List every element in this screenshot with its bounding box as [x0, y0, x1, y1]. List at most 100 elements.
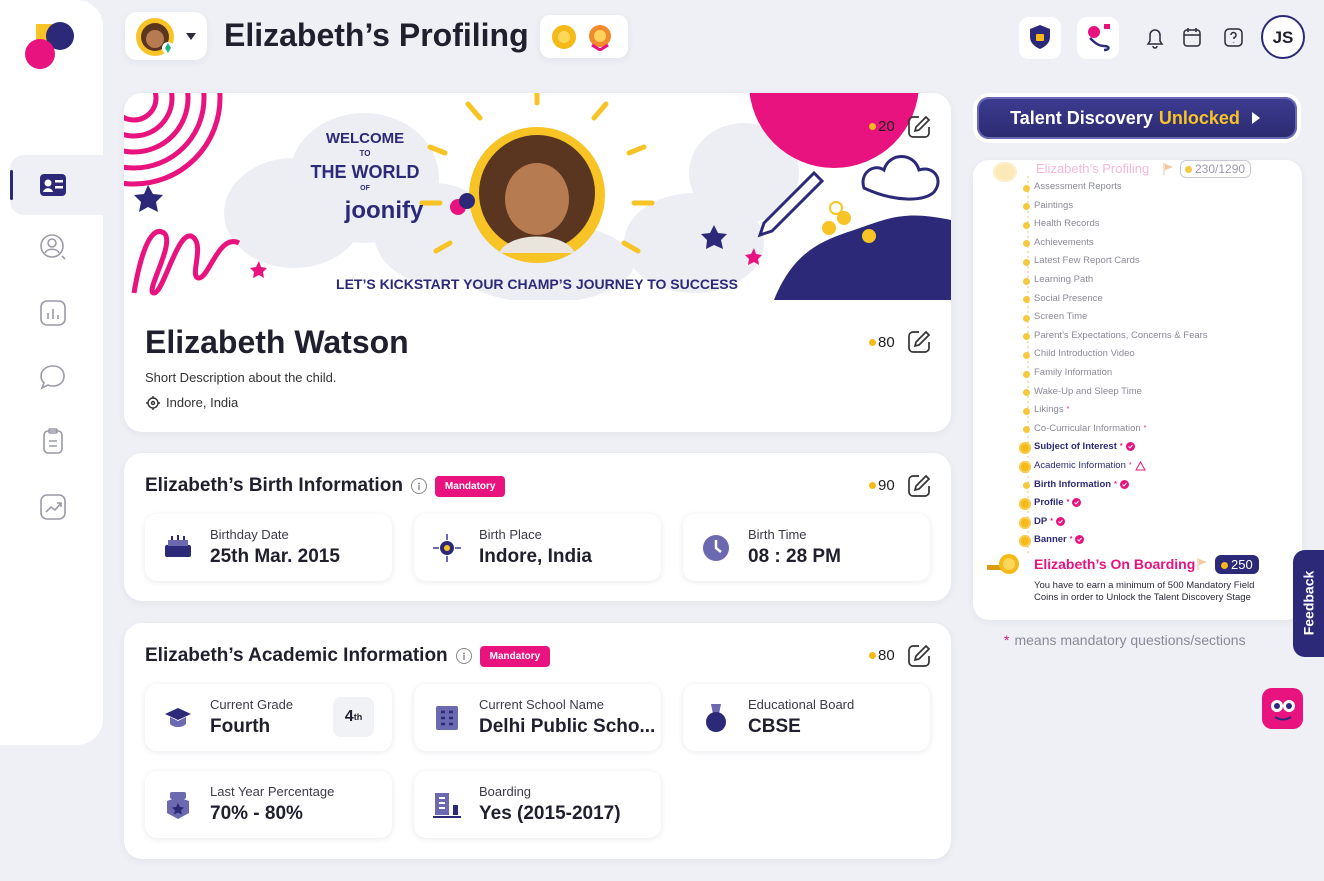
footnote-star: * — [1004, 632, 1010, 648]
nav-search[interactable] — [38, 232, 68, 262]
coin-dot — [869, 123, 876, 130]
progress-item[interactable]: Screen Time — [1034, 311, 1087, 322]
icon-shape — [40, 234, 64, 258]
journey-button[interactable] — [1077, 17, 1119, 59]
progress-item[interactable]: Learning Path — [1034, 274, 1093, 285]
calendar-button[interactable] — [1183, 28, 1201, 47]
progress-item[interactable]: Health Records — [1034, 218, 1099, 229]
icon-shape — [1003, 558, 1015, 570]
progress-item[interactable]: Latest Few Report Cards — [1034, 255, 1140, 266]
item-asterisk: * — [1066, 499, 1070, 507]
talent-button[interactable]: Talent Discovery Unlocked — [977, 97, 1297, 139]
progress-item[interactable]: Profile * — [1034, 497, 1082, 508]
field-label: Birthday Date — [210, 527, 289, 542]
banner-brand: joonify — [344, 197, 424, 224]
item-asterisk: * — [1128, 462, 1132, 469]
onboarding-dot — [1221, 562, 1228, 569]
onboarding-coins-badge: 250 — [1215, 555, 1259, 574]
field-value: Fourth — [210, 716, 271, 737]
icon-shape — [594, 30, 606, 42]
chat-bot[interactable] — [1262, 688, 1303, 729]
progress-item[interactable]: Banner * — [1034, 534, 1085, 546]
feedback-tab[interactable]: Feedback — [1293, 550, 1324, 657]
item-label: Child Introduction Video — [1034, 348, 1135, 360]
item-dot — [1023, 407, 1030, 415]
info-field[interactable]: Educational Board CBSE — [683, 684, 930, 751]
icon-shape — [558, 31, 570, 43]
icon-shape — [1165, 164, 1173, 170]
progress-item[interactable]: Family Information — [1034, 367, 1112, 378]
progress-item[interactable]: Academic Information * — [1034, 460, 1146, 471]
progress-item[interactable]: Subject of Interest * — [1034, 441, 1135, 452]
info-field[interactable]: Current School Name Delhi Public Scho... — [414, 684, 661, 751]
sidebar — [0, 0, 103, 745]
info-field[interactable]: Birth Place Indore, India — [414, 514, 661, 581]
bell-button[interactable] — [1146, 29, 1164, 49]
progress-item[interactable]: Assessment Reports — [1034, 181, 1122, 192]
footnote: * means mandatory questions/sections — [1004, 632, 1246, 648]
talent-highlight: Unlocked — [1158, 107, 1240, 128]
user-avatar[interactable] — [1261, 15, 1305, 59]
progress-item[interactable]: Paintings — [1034, 200, 1073, 211]
progress-title: Elizabeth’s Profiling — [1036, 161, 1150, 176]
field-icon — [167, 792, 189, 819]
info-field[interactable]: Last Year Percentage 70% - 80% — [145, 771, 392, 838]
nav-growth[interactable] — [38, 492, 68, 522]
item-dot — [1023, 426, 1030, 434]
info-icon[interactable] — [455, 648, 472, 664]
icon-shape — [165, 708, 191, 720]
icon-shape — [441, 710, 453, 726]
progress-item[interactable]: Parent’s Expectations, Concerns & Fears — [1034, 330, 1208, 341]
field-icon — [165, 535, 191, 557]
item-label: Banner — [1034, 534, 1067, 546]
icon-shape — [1074, 500, 1080, 505]
nav-tasks[interactable] — [38, 426, 68, 456]
info-field[interactable]: Birth Time 08 : 28 PM — [683, 514, 930, 581]
icon-shape — [913, 474, 931, 492]
progress-item[interactable]: Achievements — [1034, 237, 1094, 248]
info-field[interactable]: Birthday Date 25th Mar. 2015 — [145, 514, 392, 581]
nav-profile[interactable] — [38, 170, 68, 200]
field-value: 70% - 80% — [210, 803, 303, 824]
info-field[interactable]: Boarding Yes (2015-2017) — [414, 771, 661, 838]
toolbar: JS — [1019, 15, 1305, 59]
progress-item[interactable]: Likings * — [1034, 404, 1069, 415]
icon-shape — [908, 116, 930, 138]
item-label: Co-Curricular Information — [1034, 422, 1141, 434]
icon-shape — [439, 797, 445, 809]
banner-tagline: LET’S KICKSTART YOUR CHAMP’S JOURNEY TO … — [336, 276, 738, 292]
field-icon — [433, 793, 461, 818]
icon-shape — [40, 300, 66, 326]
progress-item[interactable]: Birth Information * — [1034, 479, 1129, 490]
onboarding-title: Elizabeth’s On Boarding — [1034, 556, 1196, 572]
icon-shape — [757, 170, 825, 238]
progress-item[interactable]: DP * — [1034, 516, 1065, 527]
secure-button[interactable] — [1019, 17, 1061, 59]
check-icon — [1072, 498, 1082, 508]
icon-shape — [186, 33, 196, 40]
icon-shape — [499, 236, 575, 253]
help-button[interactable] — [1224, 28, 1243, 47]
icon-shape — [124, 93, 191, 155]
info-icon[interactable] — [410, 478, 427, 494]
progress-item[interactable]: Child Introduction Video — [1034, 348, 1135, 359]
icon-shape — [908, 645, 930, 667]
item-label: Paintings — [1034, 199, 1074, 211]
icon-shape — [55, 180, 63, 183]
progress-item[interactable]: Co-Curricular Information * — [1034, 423, 1146, 434]
progress-item[interactable]: Social Presence — [1034, 293, 1103, 304]
nav-chat[interactable] — [38, 362, 68, 392]
item-coin — [1019, 535, 1031, 548]
icon-shape — [714, 540, 722, 553]
item-label: Screen Time — [1034, 311, 1088, 323]
footnote-text: means mandatory questions/sections — [1014, 632, 1246, 648]
progress-item[interactable]: Wake-Up and Sleep Time — [1034, 386, 1142, 397]
nav-reports[interactable] — [38, 298, 68, 328]
icon-shape — [1089, 37, 1110, 52]
talent-text: Talent Discovery — [1010, 107, 1153, 128]
child-switcher[interactable] — [125, 12, 207, 60]
score-dot — [1185, 166, 1192, 173]
talent-arrow — [1251, 112, 1260, 124]
icon-shape — [701, 225, 727, 249]
